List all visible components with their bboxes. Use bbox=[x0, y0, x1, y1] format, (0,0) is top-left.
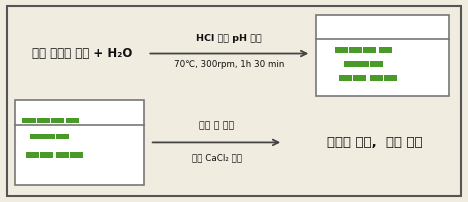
Bar bbox=[370, 61, 383, 67]
Bar bbox=[316, 15, 449, 96]
Text: 70℃, 300rpm, 1h 30 min: 70℃, 300rpm, 1h 30 min bbox=[174, 60, 285, 69]
Text: 감압 후 중화: 감압 후 중화 bbox=[199, 122, 234, 131]
Bar bbox=[56, 134, 69, 139]
Bar bbox=[349, 47, 362, 53]
Bar bbox=[353, 75, 366, 81]
Text: 염분 제거한 시료 + H₂O: 염분 제거한 시료 + H₂O bbox=[32, 47, 132, 60]
Bar bbox=[356, 61, 369, 67]
Bar bbox=[15, 100, 144, 185]
Bar bbox=[339, 75, 352, 81]
Bar bbox=[344, 61, 357, 67]
Bar bbox=[22, 118, 36, 123]
Bar bbox=[363, 47, 376, 53]
Bar bbox=[37, 118, 50, 123]
Bar bbox=[42, 134, 55, 139]
Bar bbox=[30, 134, 44, 139]
Bar bbox=[56, 152, 69, 158]
Bar bbox=[370, 75, 383, 81]
Bar bbox=[335, 47, 348, 53]
Bar bbox=[66, 118, 79, 123]
Bar bbox=[26, 152, 39, 158]
Bar bbox=[379, 47, 392, 53]
Text: 에탄올 첨가,  용매 제거: 에탄올 첨가, 용매 제거 bbox=[327, 136, 422, 149]
Bar bbox=[70, 152, 83, 158]
Text: 농축 CaCl₂ 첨가: 농축 CaCl₂ 첨가 bbox=[191, 153, 242, 162]
Bar bbox=[40, 152, 53, 158]
Bar bbox=[384, 75, 397, 81]
Text: HCl 첨가 pH 조절: HCl 첨가 pH 조절 bbox=[197, 34, 262, 43]
Bar bbox=[51, 118, 64, 123]
